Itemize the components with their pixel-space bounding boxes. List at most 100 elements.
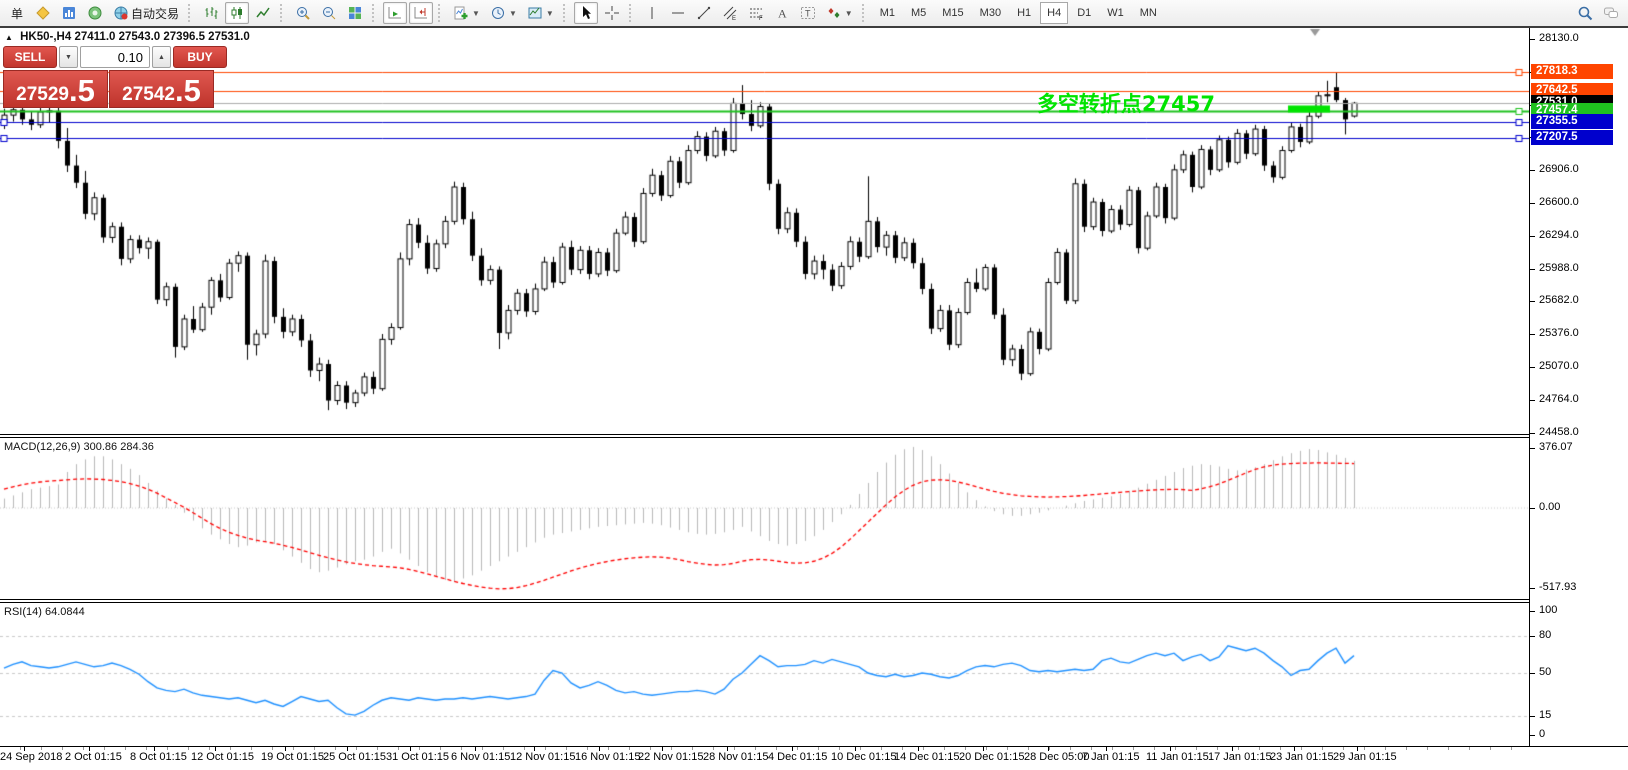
periods-icon (490, 5, 506, 21)
toolbar-separator (628, 4, 635, 22)
price-tick-label: 26600.0 (1539, 196, 1579, 208)
timeframe-m15[interactable]: M15 (942, 7, 964, 19)
equidistant-channel-button[interactable]: E (718, 2, 742, 24)
time-tick (662, 746, 663, 751)
rsi-value: 64.0844 (44, 606, 85, 618)
toolbar-separator (861, 4, 868, 22)
line-chart-button[interactable] (251, 2, 275, 24)
zoom-out-button[interactable] (317, 2, 341, 24)
candlestick-chart-button[interactable] (225, 2, 250, 24)
time-axis-label: 22 Nov 01:15 (638, 751, 704, 763)
macd-indicator-canvas[interactable] (0, 438, 1529, 599)
time-tick (727, 746, 728, 751)
search-button[interactable] (1573, 2, 1597, 24)
tile-icon (347, 5, 363, 21)
panel-separator[interactable] (0, 599, 1628, 603)
trendline-icon (696, 5, 712, 21)
fibo-icon: F (748, 5, 764, 21)
zoom-in-button[interactable] (291, 2, 315, 24)
buy-price-button[interactable]: 27542 .5 (109, 70, 214, 108)
timeframe-m5[interactable]: M5 (910, 7, 927, 19)
periods-button[interactable]: ▼ (486, 2, 521, 24)
time-tick (983, 746, 984, 751)
cursor-button[interactable] (573, 2, 598, 24)
trendline-button[interactable] (692, 2, 716, 24)
time-tick (475, 746, 476, 751)
buy-button[interactable]: BUY (173, 46, 227, 68)
vertical-line-button[interactable] (640, 2, 664, 24)
indicators-button[interactable]: ▼ (449, 2, 484, 24)
horizontal-line-button[interactable] (666, 2, 690, 24)
price-tick-label: 25988.0 (1539, 262, 1579, 274)
candles-icon (229, 5, 245, 21)
time-axis-label: 12 Oct 01:15 (191, 751, 254, 763)
price-level-badge: 27207.5 (1531, 130, 1613, 145)
time-tick (918, 746, 919, 751)
price-axis[interactable]: 28130.027824.027518.027212.026906.026600… (1529, 28, 1628, 746)
timeframe-w1[interactable]: W1 (1107, 7, 1124, 19)
time-axis-label: 28 Nov 01:15 (703, 751, 769, 763)
chat-icon (1603, 5, 1619, 21)
auto-scroll-button[interactable] (383, 2, 408, 24)
time-axis-minor-ticks (0, 747, 1529, 750)
sell-button[interactable]: SELL (3, 46, 57, 68)
volume-up-button[interactable]: ▲ (152, 46, 171, 68)
autotrading-button[interactable]: 自动交易 (109, 2, 183, 24)
timeframe-mn[interactable]: MN (1139, 7, 1157, 19)
orders-button[interactable]: 单 (5, 2, 29, 24)
rsi-tick-label: 100 (1539, 604, 1558, 616)
buy-price-frac: .5 (174, 72, 201, 108)
arrows-button[interactable]: ▼ (822, 2, 857, 24)
new-order-button[interactable] (31, 2, 55, 24)
crosshair-icon (604, 5, 620, 21)
rsi-tick-label: 80 (1539, 629, 1552, 641)
time-axis-label: 31 Oct 01:15 (386, 751, 449, 763)
timeframe-h1[interactable]: H1 (1017, 7, 1032, 19)
time-tick (89, 746, 90, 751)
crosshair-button[interactable] (600, 2, 624, 24)
chat-button[interactable] (1599, 2, 1623, 24)
toolbar-right-group (1572, 2, 1624, 24)
text-button[interactable]: A (770, 2, 794, 24)
text-label-button[interactable]: T (796, 2, 820, 24)
timeframe-m30[interactable]: M30 (979, 7, 1002, 19)
market-watch-icon (61, 5, 77, 21)
sell-price-button[interactable]: 27529 .5 (3, 70, 108, 108)
chevron-down-icon[interactable]: ▼ (508, 8, 517, 18)
templates-button[interactable]: ▼ (523, 2, 558, 24)
autotrading-icon (113, 5, 129, 21)
price-tick-label: 26294.0 (1539, 229, 1579, 241)
chevron-down-icon[interactable]: ▼ (545, 8, 554, 18)
volume-down-button[interactable]: ▼ (59, 46, 78, 68)
macd-value-main: 300.86 (83, 441, 118, 453)
axis-tick (1530, 236, 1535, 237)
timeframe-d1[interactable]: D1 (1077, 7, 1092, 19)
timeframe-m1[interactable]: M1 (879, 7, 895, 19)
fibonacci-button[interactable]: F (744, 2, 768, 24)
pivot-annotation-text[interactable]: 多空转折点27457 (1036, 92, 1215, 116)
rsi-indicator-canvas[interactable] (0, 603, 1529, 746)
chevron-down-icon[interactable]: ▼ (844, 8, 853, 18)
time-axis-label: 6 Nov 01:15 (451, 751, 511, 763)
navigator-button[interactable] (83, 2, 107, 24)
collapse-icon[interactable]: ▲ (5, 33, 13, 42)
panel-separator[interactable] (0, 434, 1628, 438)
candlestick-chart-canvas[interactable] (0, 28, 1529, 434)
axis-tick (1530, 735, 1535, 736)
axis-tick (1530, 508, 1535, 509)
bar-chart-button[interactable] (199, 2, 223, 24)
time-axis-label: 7 Jan 01:15 (1082, 751, 1140, 763)
rsi-tick-label: 15 (1539, 709, 1552, 721)
chevron-down-icon[interactable]: ▼ (472, 8, 480, 18)
toolbar-separator (562, 4, 569, 22)
price-tick-label: 25070.0 (1539, 360, 1579, 372)
time-axis[interactable]: 24 Sep 2018 2 Oct 01:15 8 Oct 01:15 12 Oct … (0, 746, 1628, 770)
bars-icon (203, 5, 219, 21)
timeframe-h4[interactable]: H4 (1040, 2, 1069, 24)
market-watch-button[interactable] (57, 2, 81, 24)
tile-windows-button[interactable] (343, 2, 367, 24)
volume-input[interactable] (80, 46, 150, 68)
chart-shift-button[interactable] (409, 2, 434, 24)
svg-text:T: T (805, 9, 811, 19)
